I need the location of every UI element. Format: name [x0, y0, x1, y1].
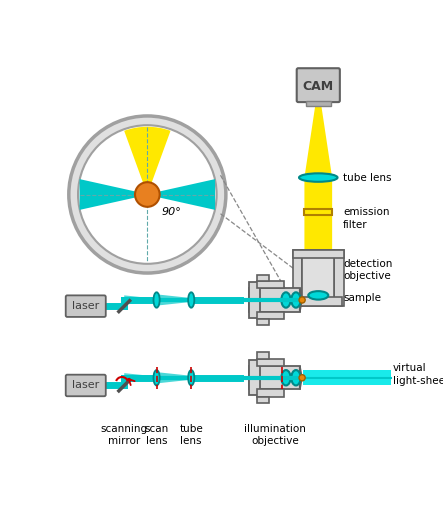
Text: tube lens: tube lens [343, 173, 392, 182]
Polygon shape [300, 288, 301, 312]
Bar [295, 297, 342, 306]
Ellipse shape [299, 173, 338, 182]
Bar [256, 397, 269, 403]
Text: virtual
light-sheet: virtual light-sheet [393, 364, 443, 386]
Ellipse shape [188, 370, 194, 385]
Text: CAM: CAM [303, 80, 334, 93]
Bar [256, 352, 269, 358]
Bar [256, 292, 300, 308]
Circle shape [78, 125, 217, 264]
Bar [249, 282, 260, 317]
Polygon shape [124, 373, 195, 383]
Text: laser: laser [72, 381, 99, 391]
Text: detection
objective: detection objective [343, 259, 392, 281]
Circle shape [135, 182, 159, 207]
Wedge shape [124, 127, 171, 195]
Bar [256, 319, 269, 325]
Ellipse shape [291, 292, 300, 308]
Ellipse shape [281, 292, 291, 308]
Bar [256, 369, 300, 386]
Text: illumination
objective: illumination objective [244, 424, 306, 446]
Ellipse shape [308, 291, 328, 299]
Bar [249, 288, 300, 312]
Bar [334, 250, 344, 306]
Polygon shape [304, 106, 332, 299]
Polygon shape [159, 179, 215, 210]
Ellipse shape [154, 370, 159, 385]
Bar [293, 250, 302, 306]
Bar [256, 312, 284, 319]
Bar [256, 275, 269, 281]
Polygon shape [124, 295, 195, 305]
Bar [256, 358, 284, 366]
Bar [304, 209, 332, 215]
Text: emission
filter: emission filter [343, 207, 389, 229]
Text: 90°: 90° [161, 207, 181, 217]
Text: laser: laser [72, 301, 99, 311]
FancyBboxPatch shape [66, 295, 106, 317]
Bar [249, 360, 260, 395]
Circle shape [299, 375, 305, 381]
Polygon shape [300, 366, 301, 390]
Text: scan
lens: scan lens [144, 424, 169, 446]
FancyBboxPatch shape [66, 375, 106, 396]
Text: scanning
mirror: scanning mirror [101, 424, 148, 446]
Ellipse shape [188, 292, 194, 308]
Bar [249, 366, 300, 390]
Bar [306, 101, 330, 106]
Circle shape [69, 116, 226, 273]
Polygon shape [80, 179, 135, 210]
Ellipse shape [291, 370, 300, 385]
Text: tube
lens: tube lens [179, 424, 203, 446]
Text: sample: sample [343, 293, 381, 303]
Ellipse shape [281, 370, 291, 385]
Bar [293, 250, 344, 258]
Bar [256, 390, 284, 397]
Circle shape [299, 297, 305, 303]
FancyBboxPatch shape [297, 68, 340, 102]
Bar [303, 370, 392, 385]
Bar [302, 250, 334, 306]
Ellipse shape [154, 292, 159, 308]
Bar [256, 281, 284, 288]
